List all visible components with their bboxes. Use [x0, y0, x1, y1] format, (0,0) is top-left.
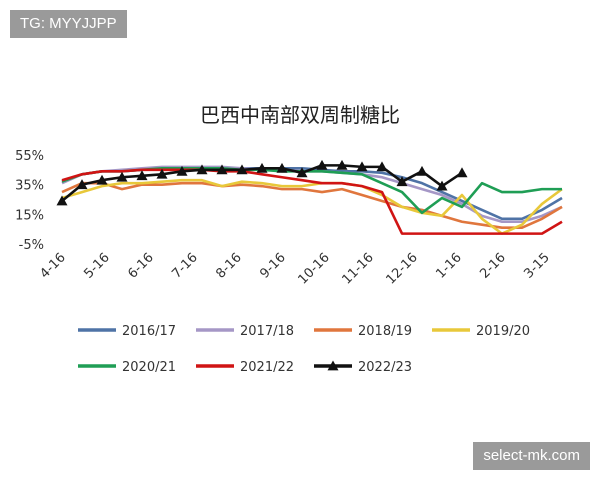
data-point-marker	[416, 165, 428, 176]
data-point-marker	[116, 171, 128, 182]
legend-label: 2021/22	[240, 360, 294, 375]
data-point-marker	[396, 176, 408, 187]
x-tick-label: 10-16	[296, 250, 333, 287]
legend-label: 2019/20	[476, 324, 530, 339]
x-axis: 4-16 5-16 6-16 7-16 8-16 9-16 10-16 11-16 12-16 1…	[37, 250, 552, 287]
data-point-marker	[136, 170, 148, 181]
legend-label: 2018/19	[358, 324, 412, 339]
data-point-marker	[316, 159, 328, 170]
x-tick-label: 3-15	[521, 250, 552, 281]
y-tick-label: 55%	[15, 149, 44, 164]
chart-title: 巴西中南部双周制糖比	[200, 103, 400, 127]
x-tick-label: 7-16	[169, 250, 200, 281]
data-point-marker	[456, 167, 468, 178]
data-point-marker	[76, 179, 88, 190]
legend-item: 2019/20	[432, 324, 530, 339]
data-point-marker	[56, 195, 68, 206]
legend-item: 2022/23	[314, 360, 412, 375]
data-point-marker	[356, 161, 368, 172]
watermark-bottom-right: select-mk.com	[473, 442, 590, 470]
y-tick-label: 35%	[15, 179, 44, 194]
x-tick-label: 5-16	[81, 250, 112, 281]
data-point-marker	[96, 174, 108, 185]
legend-label: 2016/17	[122, 324, 176, 339]
y-tick-label: -5%	[19, 238, 44, 253]
data-point-marker	[216, 164, 228, 175]
x-tick-label: 2-16	[477, 250, 508, 281]
data-point-marker	[376, 161, 388, 172]
series-markers	[56, 159, 468, 206]
legend-item: 2020/21	[78, 360, 176, 375]
series-lines	[61, 164, 563, 235]
watermark-top-left: TG: MYYJJPP	[10, 10, 127, 38]
x-tick-label: 11-16	[340, 250, 377, 287]
data-point-marker	[156, 168, 168, 179]
legend-item: 2021/22	[196, 360, 294, 375]
x-tick-label: 12-16	[384, 250, 421, 287]
legend: 2016/17 2017/18 2018/19 2019/20 2020/21 2021/…	[78, 324, 530, 375]
legend-item: 2016/17	[78, 324, 176, 339]
data-point-marker	[436, 180, 448, 191]
data-point-marker	[336, 159, 348, 170]
x-tick-label: 4-16	[37, 250, 68, 281]
legend-label: 2017/18	[240, 324, 294, 339]
data-point-marker	[176, 165, 188, 176]
y-tick-label: 15%	[15, 208, 44, 223]
data-point-marker	[196, 164, 208, 175]
y-axis: 55% 35% 15% -5%	[15, 149, 44, 253]
x-tick-label: 6-16	[125, 250, 156, 281]
series-line-2018-19	[61, 181, 563, 229]
data-point-marker	[256, 162, 268, 173]
legend-label: 2022/23	[358, 360, 412, 375]
data-point-marker	[276, 162, 288, 173]
x-tick-label: 8-16	[213, 250, 244, 281]
data-point-marker	[236, 164, 248, 175]
series-line-2019-20	[61, 178, 563, 235]
legend-label: 2020/21	[122, 360, 176, 375]
x-tick-label: 9-16	[257, 250, 288, 281]
data-point-marker	[296, 167, 308, 178]
legend-marker	[327, 360, 339, 371]
legend-item: 2017/18	[196, 324, 294, 339]
series-line-2021-22	[61, 168, 563, 235]
legend-item: 2018/19	[314, 324, 412, 339]
x-tick-label: 1-16	[433, 250, 464, 281]
